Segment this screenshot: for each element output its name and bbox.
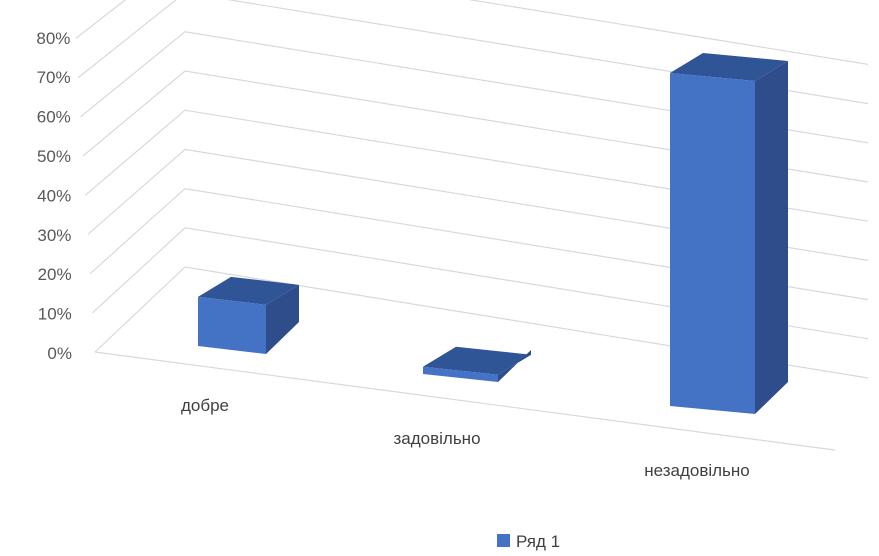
legend-label: Ряд 1 <box>516 532 560 551</box>
category-labels: добре задовільно незадовільно <box>181 396 750 480</box>
bar <box>670 53 788 414</box>
category-label: добре <box>181 396 229 415</box>
bar-top <box>198 276 299 305</box>
floor-edge <box>94 351 836 451</box>
y-tick-label: 70% <box>37 68 71 87</box>
y-tick-label: 50% <box>37 147 71 166</box>
bar-top <box>670 53 788 81</box>
gridline <box>82 70 869 183</box>
bar-side <box>266 284 299 354</box>
gridline <box>89 187 869 301</box>
y-tick-label: 80% <box>36 29 70 48</box>
gridlines <box>75 0 869 451</box>
bar-front <box>670 73 755 414</box>
y-tick-label: 20% <box>38 265 72 284</box>
gridline <box>80 31 869 144</box>
bar-front <box>423 366 498 382</box>
y-tick-label: 40% <box>37 186 71 205</box>
bar-top <box>423 346 531 375</box>
y-axis-ticks: 0% 10% 20% 30% 40% 50% 60% 70% 80% <box>36 29 72 363</box>
bar <box>198 276 299 354</box>
gridline <box>87 148 869 261</box>
bar-side <box>498 350 531 382</box>
y-tick-label: 0% <box>47 344 72 363</box>
legend-swatch <box>497 534 510 547</box>
gridline <box>75 0 869 65</box>
gridline <box>94 266 869 379</box>
category-label: задовільно <box>393 429 480 448</box>
bar <box>423 346 531 382</box>
bars <box>198 53 788 414</box>
gridline <box>92 227 869 340</box>
gridline <box>77 0 869 105</box>
y-tick-label: 10% <box>38 305 72 324</box>
y-tick-label: 60% <box>37 108 71 127</box>
y-tick-label: 30% <box>37 226 71 245</box>
legend: Ряд 1 <box>497 532 560 551</box>
category-label: незадовільно <box>644 461 750 480</box>
gridline <box>85 109 869 222</box>
bar-front <box>198 296 266 354</box>
bar-side <box>755 61 788 414</box>
